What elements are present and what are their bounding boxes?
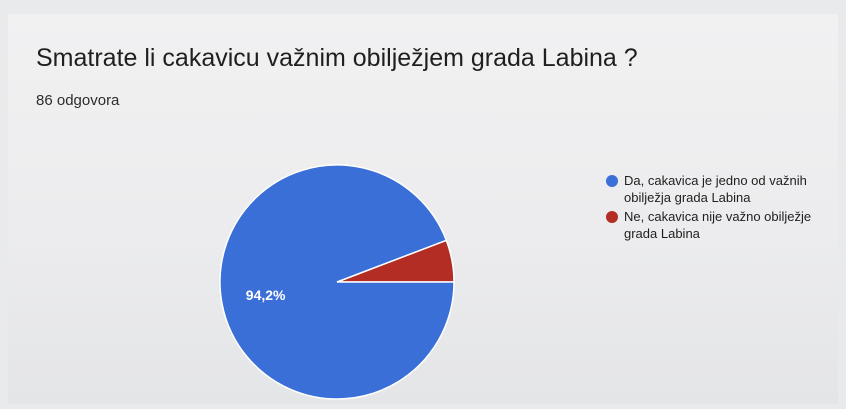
legend-swatch-no (606, 211, 618, 223)
chart-card: Smatrate li cakavicu važnim obilježjem g… (8, 14, 838, 404)
question-title: Smatrate li cakavicu važnim obilježjem g… (36, 44, 638, 72)
legend-swatch-yes (606, 175, 618, 187)
pie-slice-yes[interactable] (219, 164, 455, 400)
chart-legend: Da, cakavica je jedno od važnih obilježj… (606, 172, 846, 244)
pie-data-label-yes: 94,2% (246, 287, 286, 303)
legend-label-yes: Da, cakavica je jedno od važnih obilježj… (624, 173, 807, 205)
response-count: 86 odgovora (36, 92, 120, 109)
legend-item-no[interactable]: Ne, cakavica nije važno obilježje grada … (606, 208, 846, 242)
legend-item-yes[interactable]: Da, cakavica je jedno od važnih obilježj… (606, 172, 846, 206)
legend-label-no: Ne, cakavica nije važno obilježje grada … (624, 209, 812, 241)
pie-chart: 94,2% (219, 164, 455, 400)
